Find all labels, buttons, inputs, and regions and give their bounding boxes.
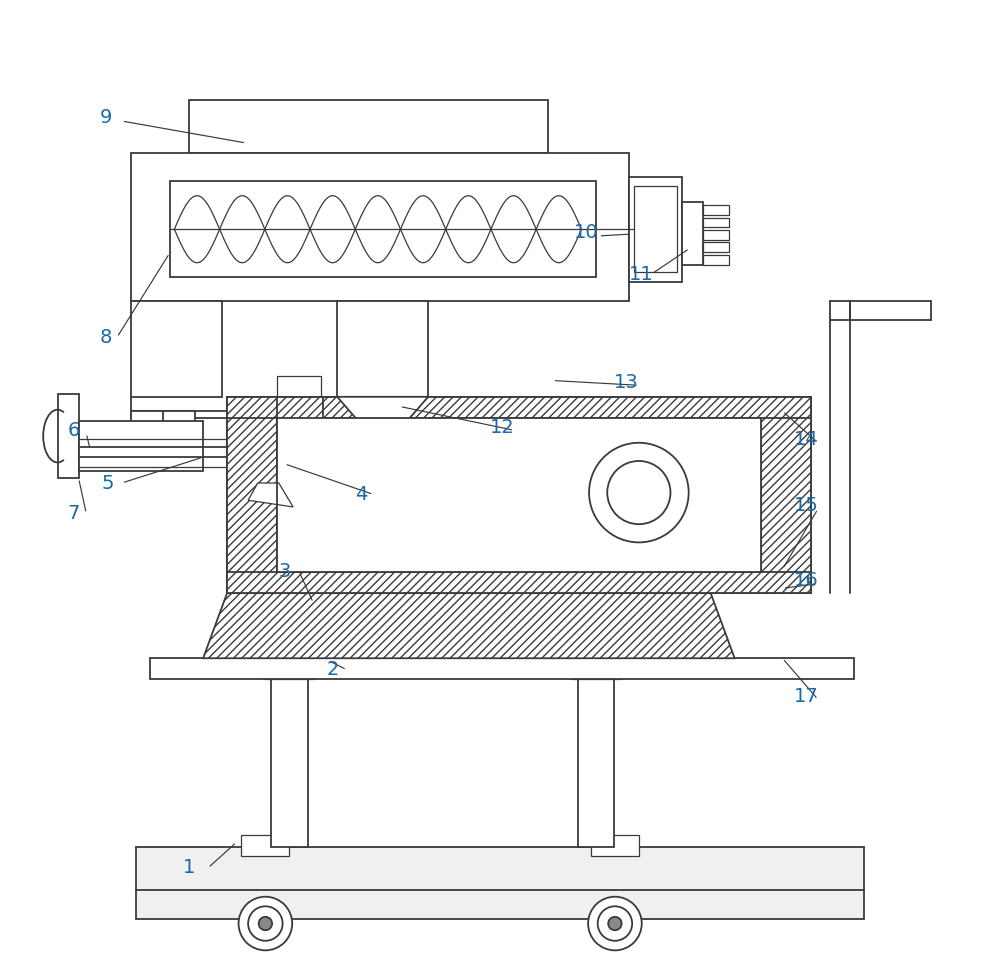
Bar [578,679,614,847]
Bar [150,658,854,679]
Circle shape [259,917,272,930]
Polygon shape [203,593,735,658]
Bar [629,177,682,282]
Bar [163,412,195,449]
Bar [227,397,811,593]
Bar [58,394,79,478]
Bar [703,217,729,227]
Bar [189,99,548,153]
Bar [277,376,321,397]
Bar [703,242,729,252]
Bar [227,397,811,418]
Text: 5: 5 [101,473,114,493]
Circle shape [239,896,292,951]
Bar [264,662,314,679]
Circle shape [607,461,670,525]
Text: 12: 12 [490,418,514,437]
Text: 8: 8 [99,327,112,347]
Bar [761,397,811,593]
Bar [136,847,864,919]
Text: 1: 1 [183,859,195,877]
Text: 15: 15 [794,497,819,516]
Text: 7: 7 [68,504,80,524]
Bar [703,205,729,214]
Bar [571,662,621,679]
Bar [271,679,308,847]
Text: 6: 6 [68,421,80,440]
Bar [131,412,194,440]
Text: 2: 2 [326,660,339,679]
Polygon shape [248,483,293,507]
Bar [703,255,729,265]
Bar [337,301,428,397]
Bar [265,441,283,457]
Text: 11: 11 [629,265,654,284]
Text: 4: 4 [355,485,367,504]
Bar [277,418,761,572]
Text: 10: 10 [574,222,599,242]
Bar [682,203,703,265]
Text: 14: 14 [794,431,819,449]
Bar [79,421,203,470]
Bar [258,430,279,483]
Bar [703,230,729,240]
Circle shape [248,906,283,941]
Polygon shape [337,397,428,419]
Bar [634,186,677,272]
Circle shape [608,917,622,930]
Text: 3: 3 [278,561,291,581]
Bar [227,397,277,593]
Text: 9: 9 [99,107,112,127]
Circle shape [598,906,632,941]
Bar [131,153,629,301]
Bar [170,182,596,277]
Text: 13: 13 [614,373,639,392]
Text: 16: 16 [794,571,819,590]
Circle shape [588,896,642,951]
Bar [227,572,811,593]
Bar [131,301,222,397]
Text: 17: 17 [794,687,819,706]
Circle shape [589,442,689,542]
Bar [277,397,323,572]
Bar [241,836,289,857]
Bar [591,836,639,857]
